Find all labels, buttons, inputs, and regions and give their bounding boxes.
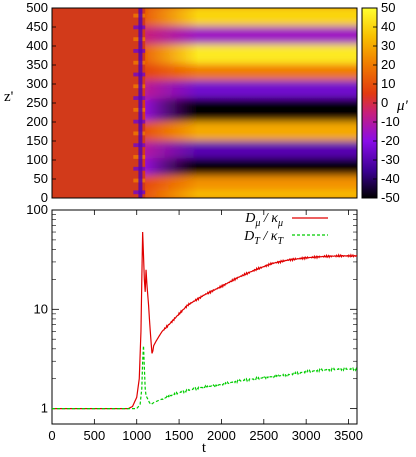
colorbar-label: μ' bbox=[396, 98, 409, 114]
colorbar-tick-label: 40 bbox=[381, 19, 395, 34]
heatmap-layer bbox=[145, 8, 357, 27]
line-y-tick-label: 10 bbox=[34, 301, 48, 316]
colorbar-tick-label: -20 bbox=[381, 133, 400, 148]
line-y-tick-label: 1 bbox=[41, 401, 48, 416]
heatmap-y-tick-label: 200 bbox=[26, 114, 48, 129]
legend-label-d-mu: Dμ / κμ bbox=[244, 211, 283, 229]
heatmap-y-tick-label: 500 bbox=[26, 0, 48, 15]
line-x-tick-label: 1000 bbox=[122, 428, 151, 443]
series-d-t-line bbox=[52, 345, 357, 410]
heatmap-y-tick-label: 350 bbox=[26, 57, 48, 72]
heatmap-y-tick-label: 50 bbox=[34, 171, 48, 186]
heatmap-y-tick-label: 250 bbox=[26, 95, 48, 110]
line-x-tick-label: 2000 bbox=[207, 428, 236, 443]
line-plot-frame bbox=[51, 209, 358, 425]
heatmap-y-tick-label: 0 bbox=[41, 190, 48, 205]
line-x-tick-label: 1500 bbox=[165, 428, 194, 443]
colorbar-tick-label: 50 bbox=[381, 0, 395, 15]
line-y-ticks: 1 10 100 bbox=[26, 202, 357, 416]
heatmap-field bbox=[52, 8, 357, 198]
heatmap-y-tick-label: 300 bbox=[26, 76, 48, 91]
colorbar-tick-label: 0 bbox=[381, 95, 388, 110]
colorbar-tick-label: -50 bbox=[381, 190, 400, 205]
line-x-tick-label: 0 bbox=[48, 428, 55, 443]
line-x-tick-label: 2500 bbox=[249, 428, 278, 443]
line-x-tick-label: 3000 bbox=[292, 428, 321, 443]
colorbar-tick-label: -10 bbox=[381, 114, 400, 129]
heatmap-y-axis-label: z' bbox=[4, 89, 14, 105]
heatmap-transition-stripes bbox=[133, 8, 146, 198]
colorbar-tick-label: 10 bbox=[381, 76, 395, 91]
legend-entry-d-t: DT / κT bbox=[243, 229, 328, 247]
colorbar-tick-label: 20 bbox=[381, 57, 395, 72]
line-x-tick-label: 500 bbox=[84, 428, 106, 443]
legend-label-d-t: DT / κT bbox=[243, 229, 284, 247]
colorbar: 50 40 30 20 10 0 -10 -20 -30 -40 -50 μ' bbox=[361, 0, 409, 205]
heatmap-y-tick-label: 400 bbox=[26, 38, 48, 53]
heatmap-y-ticks: 0 50 100 150 200 250 300 350 400 450 500 bbox=[26, 0, 56, 205]
line-x-ticks: 0 500 1000 1500 2000 2500 3000 3500 bbox=[48, 210, 363, 443]
colorbar-ticks: 50 40 30 20 10 0 -10 -20 -30 -40 -50 bbox=[373, 0, 400, 205]
colorbar-tick-label: -40 bbox=[381, 171, 400, 186]
heatmap-front bbox=[138, 8, 143, 198]
legend-entry-d-mu: Dμ / κμ bbox=[244, 211, 328, 229]
line-x-axis-label: t bbox=[202, 440, 207, 456]
colorbar-tick-label: 30 bbox=[381, 38, 395, 53]
line-panel: 0 500 1000 1500 2000 2500 3000 3500 1 10 100 t Dμ… bbox=[26, 202, 363, 456]
colorbar-tick-label: -30 bbox=[381, 152, 400, 167]
heatmap-y-tick-label: 150 bbox=[26, 133, 48, 148]
line-y-tick-label: 100 bbox=[26, 202, 48, 217]
heatmap-y-tick-label: 100 bbox=[26, 152, 48, 167]
heatmap-layers bbox=[145, 8, 357, 198]
line-x-tick-label: 3500 bbox=[334, 428, 363, 443]
legend: Dμ / κμ DT / κT bbox=[243, 211, 328, 247]
heatmap-y-tick-label: 450 bbox=[26, 19, 48, 34]
